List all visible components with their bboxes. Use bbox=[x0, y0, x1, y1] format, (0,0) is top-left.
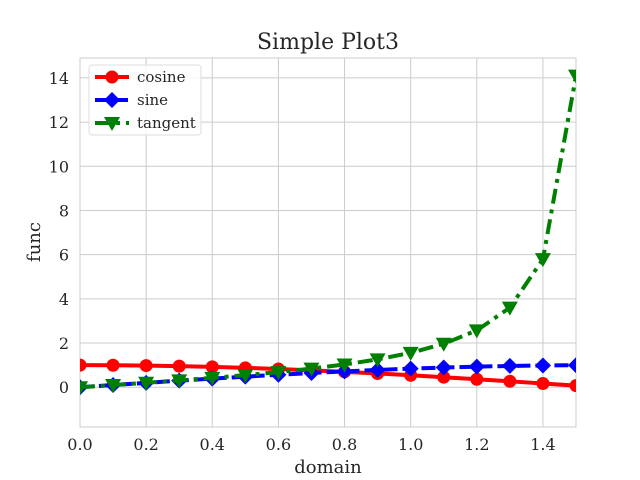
data-point-tangent bbox=[80, 381, 88, 396]
plot-frame bbox=[79, 57, 577, 428]
legend-marker-sine bbox=[104, 92, 120, 108]
legend-label-tangent: tangent bbox=[137, 114, 196, 132]
x-tick-label: 0.2 bbox=[133, 435, 158, 454]
y-tick-label: 12 bbox=[49, 113, 69, 132]
data-point-sine bbox=[435, 359, 452, 376]
x-tick-label: 0.6 bbox=[266, 435, 291, 454]
y-tick-label: 6 bbox=[59, 246, 69, 265]
legend-item-sine: sine bbox=[95, 91, 168, 109]
data-point-tangent bbox=[105, 379, 122, 394]
x-tick-label: 1.0 bbox=[398, 435, 423, 454]
data-point-cosine bbox=[80, 358, 87, 372]
data-point-cosine bbox=[569, 379, 576, 393]
data-point-sine bbox=[501, 357, 518, 374]
y-tick-label: 4 bbox=[59, 290, 69, 309]
data-point-sine bbox=[369, 361, 386, 378]
tick-labels: 0.0 0.2 0.4 0.6 0.8 1.0 1.2 1.4 0 2 4 6 8 10 12 14 bbox=[49, 69, 556, 454]
x-tick-label: 1.2 bbox=[464, 435, 489, 454]
data-point-sine bbox=[468, 358, 485, 375]
data-point-tangent bbox=[435, 337, 452, 352]
data-point-tangent bbox=[501, 301, 518, 316]
legend-item-cosine: cosine bbox=[95, 68, 186, 86]
x-tick-label: 0.0 bbox=[67, 435, 92, 454]
data-point-cosine bbox=[536, 376, 550, 390]
series-line-sine bbox=[80, 363, 576, 390]
data-point-tangent bbox=[534, 253, 551, 268]
x-tick-label: 0.8 bbox=[332, 435, 357, 454]
data-point-tangent bbox=[204, 371, 221, 386]
legend: cosine sine tangent bbox=[88, 64, 202, 136]
legend-item-tangent: tangent bbox=[95, 114, 196, 132]
data-point-cosine bbox=[139, 359, 153, 373]
x-axis-label: domain bbox=[294, 457, 362, 478]
data-point-cosine bbox=[437, 370, 451, 384]
series-tangent bbox=[80, 69, 576, 396]
legend-marker-cosine bbox=[105, 70, 119, 84]
y-axis-label: func bbox=[24, 222, 45, 262]
data-point-tangent bbox=[369, 353, 386, 368]
series-line-tangent bbox=[80, 75, 576, 390]
y-tick-label: 2 bbox=[59, 334, 69, 353]
y-tick-label: 14 bbox=[49, 69, 69, 88]
data-point-tangent bbox=[270, 366, 287, 381]
data-point-tangent bbox=[402, 346, 419, 361]
series-layer bbox=[80, 69, 576, 396]
data-point-tangent bbox=[171, 374, 188, 389]
y-tick-label: 8 bbox=[59, 201, 69, 220]
data-point-cosine bbox=[205, 360, 219, 374]
legend-label-cosine: cosine bbox=[137, 68, 186, 86]
data-point-cosine bbox=[172, 359, 186, 373]
data-point-tangent bbox=[138, 376, 155, 391]
data-point-tangent bbox=[303, 362, 320, 377]
x-tick-label: 0.4 bbox=[200, 435, 225, 454]
data-point-cosine bbox=[503, 374, 517, 388]
data-point-cosine bbox=[470, 372, 484, 386]
legend-marker-tangent bbox=[104, 117, 120, 131]
data-point-cosine bbox=[106, 358, 120, 372]
data-point-tangent bbox=[568, 69, 576, 84]
data-point-sine bbox=[402, 360, 419, 377]
data-point-tangent bbox=[468, 324, 485, 339]
x-tick-label: 1.4 bbox=[530, 435, 555, 454]
data-point-sine bbox=[568, 357, 576, 374]
data-point-tangent bbox=[237, 369, 254, 384]
data-point-sine bbox=[534, 357, 551, 374]
legend-label-sine: sine bbox=[137, 91, 168, 109]
data-point-tangent bbox=[336, 358, 353, 373]
y-tick-label: 10 bbox=[49, 157, 69, 176]
y-tick-label: 0 bbox=[59, 378, 69, 397]
chart-title: Simple Plot3 bbox=[257, 30, 399, 55]
